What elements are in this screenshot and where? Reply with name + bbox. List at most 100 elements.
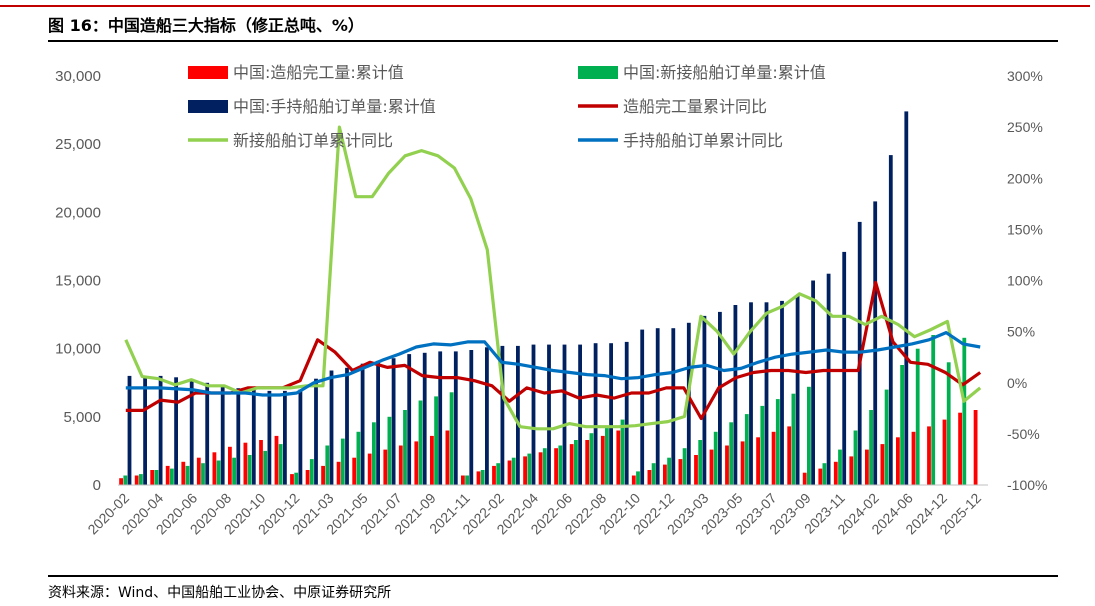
- series-line: [124, 125, 982, 431]
- bar: [383, 449, 388, 485]
- bar: [243, 442, 248, 485]
- bar: [818, 468, 823, 485]
- bar: [329, 370, 334, 485]
- bar: [609, 343, 613, 485]
- source-note: 资料来源：Wind、中国船舶工业协会、中原证券研究所: [48, 585, 392, 601]
- legend-label: 中国:新接船舶订单量:累计值: [623, 63, 826, 82]
- bar: [511, 457, 516, 485]
- bar: [694, 455, 698, 485]
- bar: [263, 450, 268, 485]
- bar: [283, 390, 287, 485]
- legend-label: 手持船舶订单累计同比: [623, 131, 783, 150]
- bar: [725, 445, 729, 485]
- bar: [900, 365, 904, 485]
- bar: [842, 251, 847, 485]
- bar: [698, 440, 703, 485]
- y-left-tick-label: 0: [93, 477, 101, 494]
- bar: [873, 201, 878, 485]
- bar: [321, 465, 325, 485]
- bar: [170, 468, 174, 485]
- legend-label: 中国:手持船舶订单量:累计值: [233, 97, 436, 116]
- bar: [453, 351, 458, 485]
- y-right-tick-label: -50%: [1007, 426, 1040, 442]
- bar: [807, 386, 811, 485]
- bar: [733, 305, 738, 485]
- bar: [251, 389, 256, 485]
- bar: [414, 441, 419, 485]
- legend-swatch: [188, 66, 228, 79]
- bar: [709, 449, 714, 485]
- bar: [398, 445, 403, 485]
- bar: [973, 410, 978, 485]
- bar: [367, 453, 372, 485]
- bar: [749, 302, 753, 485]
- bar: [154, 470, 159, 485]
- bar: [636, 471, 640, 485]
- bar: [174, 377, 178, 485]
- bar: [942, 419, 947, 485]
- bar: [305, 470, 310, 485]
- y-right-tick-label: 250%: [1007, 119, 1043, 135]
- bar: [196, 457, 201, 485]
- bar: [795, 295, 800, 485]
- bar: [578, 344, 582, 485]
- bar: [904, 111, 909, 486]
- bar: [309, 459, 314, 485]
- y-left-tick-label: 15,000: [55, 273, 101, 290]
- bar: [123, 475, 128, 485]
- bar: [718, 311, 722, 485]
- bar: [538, 452, 543, 485]
- bar: [764, 302, 769, 485]
- bar: [127, 375, 132, 485]
- bar: [853, 430, 858, 485]
- bar: [434, 396, 438, 485]
- bar: [896, 437, 900, 485]
- bar: [201, 463, 205, 485]
- bar: [205, 382, 210, 486]
- bar: [403, 410, 407, 485]
- bar: [744, 414, 749, 485]
- bar: [911, 431, 916, 485]
- bar: [682, 448, 687, 485]
- bar: [780, 300, 784, 485]
- bar: [869, 410, 873, 485]
- bar: [391, 358, 396, 485]
- y-left-tick-label: 25,000: [55, 136, 101, 153]
- bar: [492, 465, 496, 485]
- bar: [702, 315, 707, 485]
- bar: [651, 463, 656, 485]
- bar: [624, 341, 629, 485]
- bar: [791, 393, 796, 485]
- bar: [620, 419, 625, 485]
- bar: [445, 430, 450, 485]
- legend-swatch: [578, 66, 618, 79]
- bar: [274, 435, 279, 485]
- bar: [465, 475, 469, 485]
- bar: [880, 444, 885, 485]
- bar: [387, 416, 392, 485]
- bar: [469, 350, 474, 485]
- bar: [760, 405, 765, 485]
- bar: [775, 399, 780, 485]
- legend-label: 中国:造船完工量:累计值: [233, 63, 404, 82]
- y-left-tick-label: 30,000: [55, 68, 101, 85]
- bar: [554, 448, 558, 485]
- y-left-tick-label: 5,000: [63, 409, 101, 426]
- bar: [729, 422, 734, 485]
- bar: [838, 449, 842, 485]
- bar: [678, 459, 683, 485]
- bar: [485, 347, 489, 485]
- y-left-tick-label: 10,000: [55, 341, 101, 358]
- bar: [507, 460, 512, 485]
- source-rule: [48, 575, 1058, 577]
- bar: [671, 328, 676, 485]
- legend-label: 造船完工量累计同比: [623, 97, 767, 116]
- y-right-tick-label: 150%: [1007, 221, 1043, 237]
- bar: [119, 478, 123, 485]
- bar: [259, 440, 263, 485]
- bar: [449, 392, 454, 485]
- bar: [865, 449, 869, 485]
- bar: [931, 335, 936, 485]
- bar: [569, 444, 574, 485]
- bar: [189, 380, 194, 485]
